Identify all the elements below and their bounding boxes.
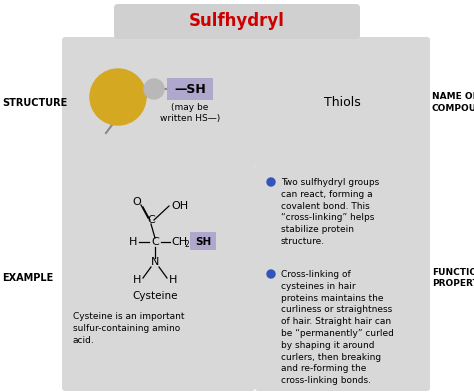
Text: Cross-linking of
cysteines in hair
proteins maintains the
curliness or straightn: Cross-linking of cysteines in hair prote… [281,270,394,385]
FancyBboxPatch shape [62,165,255,391]
FancyBboxPatch shape [255,37,430,168]
Text: Thiols: Thiols [324,96,361,109]
Text: —SH: —SH [174,82,206,96]
Text: Cysteine: Cysteine [132,291,178,301]
Text: C: C [151,237,159,247]
Text: SH: SH [195,237,211,247]
Circle shape [267,178,275,186]
FancyBboxPatch shape [62,37,255,168]
Text: Sulfhydryl: Sulfhydryl [189,12,285,30]
Text: O: O [133,197,141,207]
FancyBboxPatch shape [167,78,213,100]
Circle shape [90,69,146,125]
Circle shape [144,79,164,99]
Text: STRUCTURE: STRUCTURE [2,98,67,107]
FancyBboxPatch shape [255,165,430,391]
Text: H: H [129,237,137,247]
Text: CH: CH [171,237,187,247]
Text: N: N [151,257,159,267]
Text: C: C [147,215,155,225]
Circle shape [267,270,275,278]
Text: FUNCTIONAL
PROPERTIES: FUNCTIONAL PROPERTIES [432,268,474,289]
Text: H: H [133,275,141,285]
Text: Cysteine is an important
sulfur-containing amino
acid.: Cysteine is an important sulfur-containi… [73,312,184,345]
Text: (may be
written HS—): (may be written HS—) [160,103,220,123]
Text: 2: 2 [185,240,190,249]
FancyBboxPatch shape [190,232,216,250]
Text: Two sulfhydryl groups
can react, forming a
covalent bond. This
“cross-linking” h: Two sulfhydryl groups can react, forming… [281,178,379,246]
FancyBboxPatch shape [114,4,360,39]
Text: EXAMPLE: EXAMPLE [2,273,53,283]
Text: OH: OH [171,201,188,211]
Text: H: H [169,275,177,285]
Text: NAME OF
COMPOUND: NAME OF COMPOUND [432,92,474,113]
